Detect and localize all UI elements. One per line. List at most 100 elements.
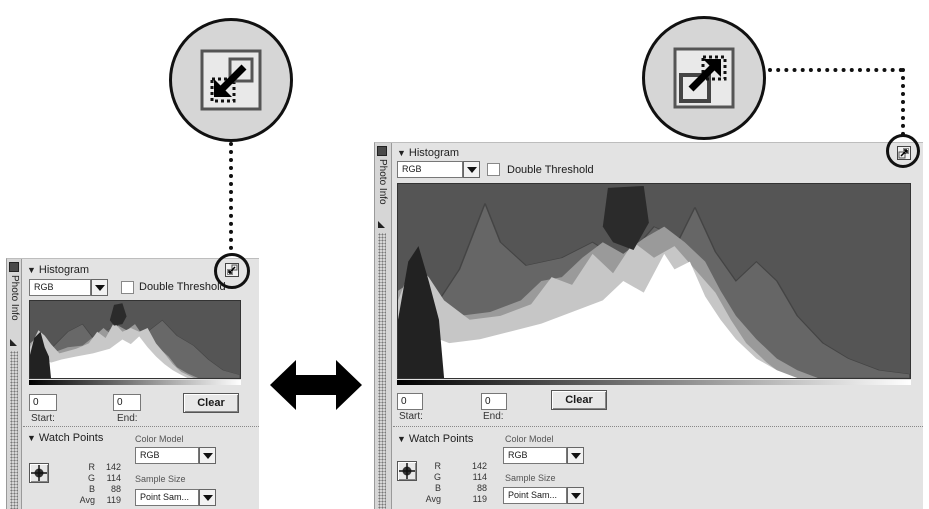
channel-dropdown[interactable]: RGB: [397, 161, 480, 178]
minimize-icon[interactable]: [9, 262, 19, 272]
side-tab-label: Photo Info: [377, 159, 388, 205]
end-label: End:: [483, 411, 504, 422]
disclosure-triangle-icon: ▼: [397, 434, 406, 444]
double-threshold-checkbox[interactable]: [487, 163, 500, 176]
end-label: End:: [117, 413, 138, 424]
panel-grip[interactable]: [10, 351, 18, 509]
sample-size-label: Sample Size: [135, 474, 186, 484]
channel-key: Avg: [425, 494, 441, 504]
tonal-gradient-bar: [397, 380, 911, 385]
channel-key: R: [88, 462, 96, 472]
watch-point-row-g: G 114: [51, 473, 121, 483]
channel-value: 142: [471, 461, 487, 471]
watch-points-section-header[interactable]: ▼ Watch Points: [27, 432, 103, 444]
histogram-section-header[interactable]: ▼ Histogram: [397, 147, 459, 159]
histogram-luminosity: [398, 253, 798, 378]
double-threshold-checkbox[interactable]: [121, 281, 134, 294]
chevron-down-icon[interactable]: [567, 447, 584, 464]
channel-dropdown[interactable]: RGB: [29, 279, 108, 296]
section-divider: [23, 426, 259, 427]
color-model-label: Color Model: [135, 434, 184, 444]
shrink-button-highlight-ring: [214, 253, 250, 289]
photo-info-side-tab[interactable]: Photo Info: [375, 143, 392, 509]
panel-grip[interactable]: [378, 233, 386, 509]
watch-points-title: Watch Points: [408, 433, 474, 445]
expand-icon-callout: [642, 16, 766, 140]
side-tab-label: Photo Info: [9, 275, 20, 321]
crosshair-icon: [399, 463, 415, 479]
channel-key: B: [88, 484, 95, 494]
channel-key: R: [434, 461, 442, 471]
shrink-icon-callout: [169, 18, 293, 142]
channel-value: 119: [106, 495, 121, 505]
histogram-section-header[interactable]: ▼ Histogram: [27, 264, 89, 276]
sample-size-dropdown[interactable]: Point Sam...: [135, 489, 216, 506]
expand-button-highlight-ring: [886, 134, 920, 168]
disclosure-triangle-icon: ▼: [397, 148, 406, 158]
watch-point-row-b: B 88: [51, 484, 121, 494]
channel-key: Avg: [79, 495, 95, 505]
watch-point-row-r: R 142: [419, 461, 488, 471]
disclosure-triangle-icon: ▼: [27, 265, 36, 275]
channel-value: RGB: [397, 161, 463, 178]
sample-size-value: Point Sam...: [503, 487, 567, 504]
watch-point-row-avg: Avg 119: [419, 494, 487, 504]
watch-point-target-button[interactable]: [397, 461, 417, 481]
channel-key: B: [434, 483, 441, 493]
collapse-triangle-icon[interactable]: [10, 339, 17, 346]
color-model-value: RGB: [503, 447, 567, 464]
chevron-down-icon[interactable]: [199, 447, 216, 464]
histogram-graph[interactable]: [29, 300, 241, 379]
channel-value: 142: [105, 462, 121, 472]
shrink-arrow-icon: [200, 49, 262, 111]
color-model-value: RGB: [135, 447, 199, 464]
tonal-gradient-bar: [29, 380, 241, 385]
callout-connector-left: [229, 142, 233, 250]
sample-size-dropdown[interactable]: Point Sam...: [503, 487, 584, 504]
callout-connector-right-horizontal: [768, 68, 903, 72]
disclosure-triangle-icon: ▼: [27, 433, 36, 443]
start-label: Start:: [31, 413, 55, 424]
histogram-plot: [30, 303, 240, 378]
chevron-down-icon[interactable]: [91, 279, 108, 296]
end-input[interactable]: 0: [113, 394, 141, 411]
color-model-dropdown[interactable]: RGB: [503, 447, 584, 464]
channel-key: G: [87, 473, 95, 483]
histogram-title: Histogram: [38, 264, 90, 276]
start-input[interactable]: 0: [397, 393, 423, 410]
crosshair-icon: [31, 465, 47, 481]
histogram-luminosity: [30, 336, 188, 378]
channel-value: 119: [472, 494, 487, 504]
section-divider: [393, 426, 923, 427]
histogram-dark-peak: [109, 303, 127, 326]
color-model-label: Color Model: [505, 434, 554, 444]
left-right-double-arrow-icon: [270, 360, 362, 410]
histogram-graph[interactable]: [397, 183, 911, 379]
watch-point-row-b: B 88: [419, 483, 487, 493]
clear-button[interactable]: Clear: [183, 393, 239, 413]
photo-info-panel-expanded: Photo Info ▼ Histogram RGB Double Thresho…: [374, 142, 923, 509]
photo-info-side-tab[interactable]: Photo Info: [7, 259, 22, 509]
callout-connector-right-vertical: [901, 68, 905, 136]
watch-points-section-header[interactable]: ▼ Watch Points: [397, 433, 473, 445]
collapse-triangle-icon[interactable]: [378, 221, 385, 228]
channel-key: G: [433, 472, 441, 482]
end-input[interactable]: 0: [481, 393, 507, 410]
chevron-down-icon[interactable]: [567, 487, 584, 504]
chevron-down-icon[interactable]: [463, 161, 480, 178]
histogram-shadow-spike: [30, 331, 51, 378]
watch-point-target-button[interactable]: [29, 463, 49, 483]
start-input[interactable]: 0: [29, 394, 57, 411]
watch-point-row-avg: Avg 119: [51, 495, 121, 505]
watch-point-row-r: R 142: [51, 462, 122, 472]
chevron-down-icon[interactable]: [199, 489, 216, 506]
start-label: Start:: [399, 411, 423, 422]
photo-info-panel-compact: Photo Info ▼ Histogram RGB Double Thresho…: [6, 258, 259, 509]
minimize-icon[interactable]: [377, 146, 387, 156]
clear-button[interactable]: Clear: [551, 390, 607, 410]
color-model-dropdown[interactable]: RGB: [135, 447, 216, 464]
histogram-plot: [398, 185, 910, 378]
histogram-dark-peak: [602, 185, 649, 250]
watch-points-title: Watch Points: [38, 432, 104, 444]
watch-point-row-g: G 114: [419, 472, 487, 482]
